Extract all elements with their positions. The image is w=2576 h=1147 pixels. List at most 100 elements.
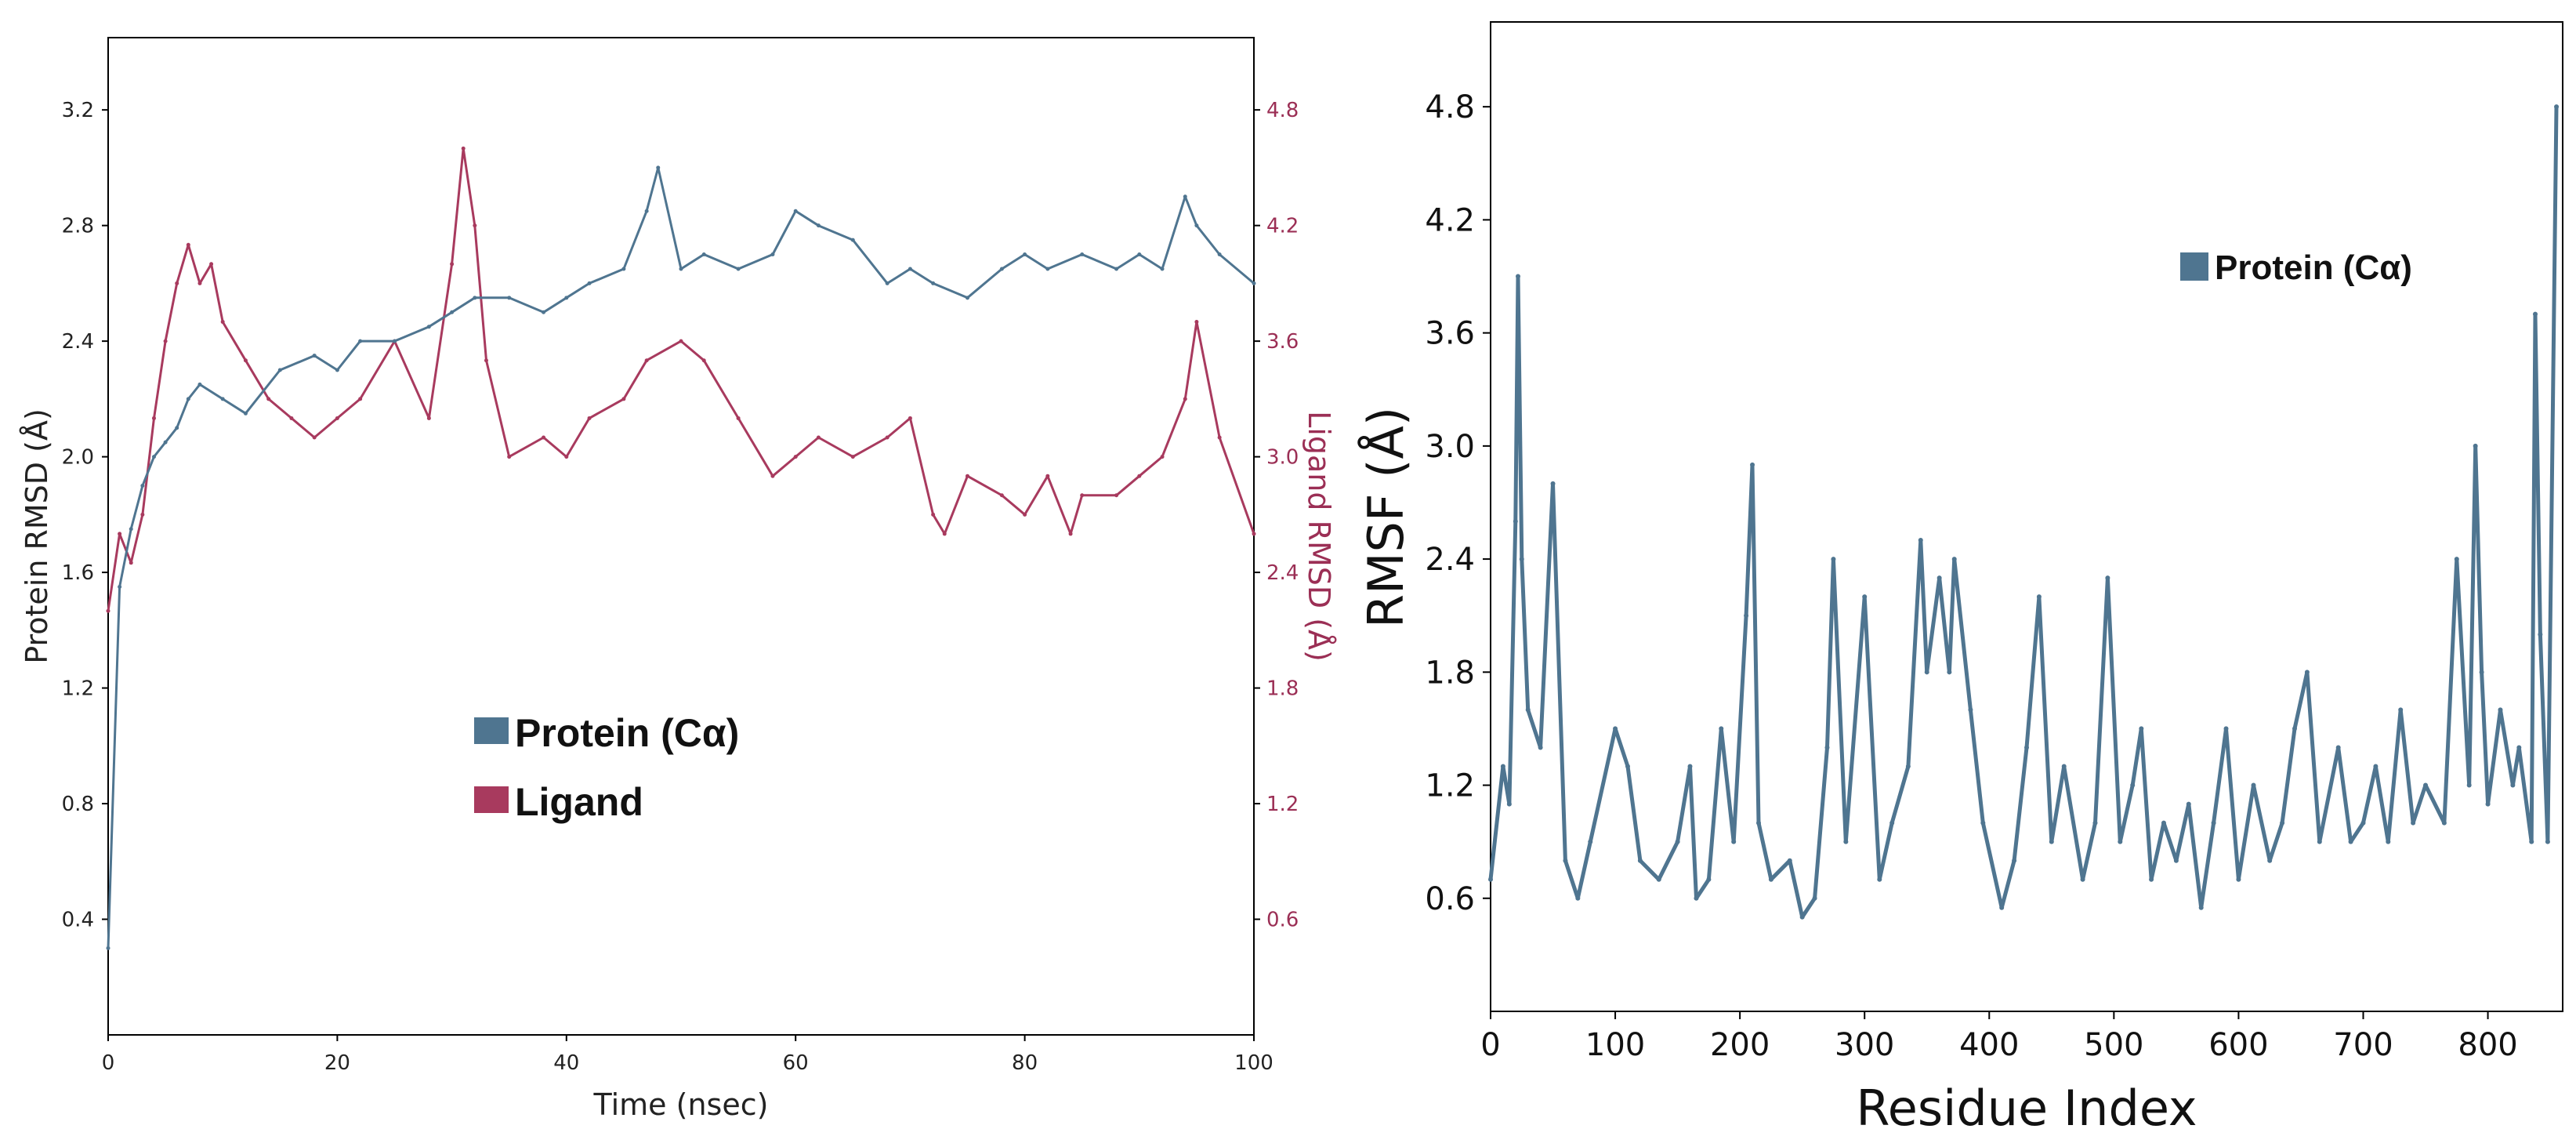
protein-rmsf-point <box>1550 481 1556 486</box>
protein-rmsd-point <box>1023 252 1027 257</box>
left-y-tick-label: 0.8 <box>62 793 94 816</box>
protein-rmsf-point <box>2529 839 2534 844</box>
rmsf-y-tick-label: 1.2 <box>1425 768 1475 804</box>
protein-rmsf-point <box>2024 745 2029 750</box>
protein-rmsf-point <box>1519 557 1524 562</box>
protein-rmsf-point <box>1563 858 1568 863</box>
protein-rmsf-point <box>1951 557 1957 562</box>
ligand-rmsd-point <box>106 608 111 613</box>
protein-rmsf-point <box>1924 670 1929 675</box>
left-rmsd-chart: 0 20 40 60 80 100 0.4 0.8 1.2 1.6 2.0 2.4 2.8 3.2 0.… <box>20 37 1336 1122</box>
protein-rmsf-point <box>2373 764 2379 769</box>
protein-rmsf-point <box>2236 877 2241 882</box>
ligand-rmsd-point <box>621 397 626 401</box>
protein-rmsd-point <box>736 267 741 271</box>
protein-rmsd-point <box>816 223 821 228</box>
protein-rmsf-point <box>2516 745 2522 750</box>
ligand-rmsd-point <box>816 435 821 440</box>
left-x-tick-label: 0 <box>102 1051 115 1075</box>
protein-rmsf-point <box>1731 839 1737 844</box>
ligand-rmsd-point <box>312 435 317 440</box>
right-y-tick-label: 1.2 <box>1266 793 1299 816</box>
ligand-rmsd-point <box>1183 397 1187 401</box>
protein-rmsf-point <box>1787 858 1792 863</box>
protein-rmsd-point <box>587 281 592 285</box>
protein-rmsf-point <box>2423 782 2429 788</box>
legend-label-protein-rmsf: Protein (Cα) <box>2215 249 2412 287</box>
protein-rmsf-point <box>1756 820 1761 826</box>
protein-rmsf-point <box>1812 895 1817 901</box>
ligand-rmsd-point <box>186 242 190 247</box>
protein-rmsf-line <box>1488 107 2559 920</box>
ligand-rmsd-point <box>736 416 741 420</box>
protein-rmsf-point <box>2473 443 2478 448</box>
right-plot-frame <box>1490 21 2563 1012</box>
ligand-rmsd-point <box>1045 474 1050 478</box>
ligand-rmsd-point <box>358 397 363 401</box>
protein-rmsf-point <box>2161 820 2166 826</box>
protein-rmsd-point <box>175 426 179 430</box>
protein-rmsf-point <box>2545 839 2550 844</box>
protein-rmsf-point <box>1656 877 1661 882</box>
protein-rmsf-point <box>2454 557 2459 562</box>
protein-rmsf-point <box>1768 877 1773 882</box>
protein-rmsf-point <box>1862 594 1868 600</box>
protein-rmsd-point <box>908 267 912 271</box>
protein-rmsd-point <box>564 296 569 300</box>
left-y-tick-label: 0.4 <box>62 909 94 932</box>
right-y-tick-label: 0.6 <box>1266 909 1299 932</box>
protein-rmsf-point <box>1625 764 1630 769</box>
ligand-rmsd-point <box>461 146 466 151</box>
protein-rmsf-point <box>2251 782 2256 788</box>
protein-rmsd-point <box>507 296 512 300</box>
protein-rmsd-point <box>1183 194 1187 199</box>
legend-swatch-protein <box>474 717 509 744</box>
protein-rmsd-point <box>885 281 889 285</box>
left-x-axis-label: Time (nsec) <box>593 1087 769 1122</box>
protein-rmsf-point <box>2130 782 2136 788</box>
ligand-rmsd-point <box>243 358 248 363</box>
protein-rmsf-point <box>2398 707 2404 713</box>
protein-rmsf-point <box>2360 820 2366 826</box>
protein-rmsd-point <box>358 339 363 343</box>
ligand-rmsd-point <box>266 397 271 401</box>
protein-rmsf-point <box>2466 782 2472 788</box>
protein-rmsf-point <box>1744 613 1749 619</box>
protein-rmsf-point <box>2105 575 2110 581</box>
protein-rmsf-point <box>1488 877 1493 882</box>
ligand-rmsd-point <box>209 262 214 267</box>
protein-rmsd-point <box>106 946 111 950</box>
protein-rmsd-point <box>118 585 122 590</box>
ligand-rmsd-point <box>1217 435 1222 440</box>
rmsf-y-tick-label: 0.6 <box>1425 881 1475 917</box>
rmsf-y-tick-label: 2.4 <box>1425 542 1475 578</box>
protein-rmsd-point <box>312 354 317 358</box>
ligand-rmsd-point <box>850 455 855 459</box>
protein-rmsd-point <box>450 310 455 314</box>
legend-swatch-protein-rmsf <box>2180 252 2208 281</box>
left-plot-frame <box>107 37 1255 1036</box>
ligand-rmsd-point <box>701 358 706 363</box>
protein-rmsf-point <box>2198 905 2204 910</box>
left-legend: Protein (Cα) Ligand <box>474 711 739 824</box>
protein-rmsf-point <box>1694 895 1699 901</box>
protein-rmsf-point <box>1843 839 1849 844</box>
protein-rmsf-point <box>2498 707 2503 713</box>
protein-rmsf-point <box>1918 538 1923 543</box>
right-y-tick-label: 3.0 <box>1266 446 1299 470</box>
protein-rmsf-point <box>2173 858 2179 863</box>
right-y-tick-label: 3.6 <box>1266 330 1299 354</box>
protein-rmsd-point <box>393 339 397 343</box>
ligand-rmsd-point <box>335 416 339 420</box>
ligand-rmsd-point <box>966 474 969 478</box>
protein-rmsf-point <box>1687 764 1693 769</box>
protein-rmsd-point <box>186 397 190 401</box>
protein-rmsf-point <box>2411 820 2416 826</box>
ligand-rmsd-point <box>151 416 156 420</box>
protein-rmsf-point <box>1999 905 2005 910</box>
protein-rmsf-point <box>1877 877 1882 882</box>
ligand-rmsd-point <box>1137 474 1142 478</box>
protein-rmsd-point <box>163 440 168 445</box>
ligand-rmsd-point <box>1023 512 1027 517</box>
